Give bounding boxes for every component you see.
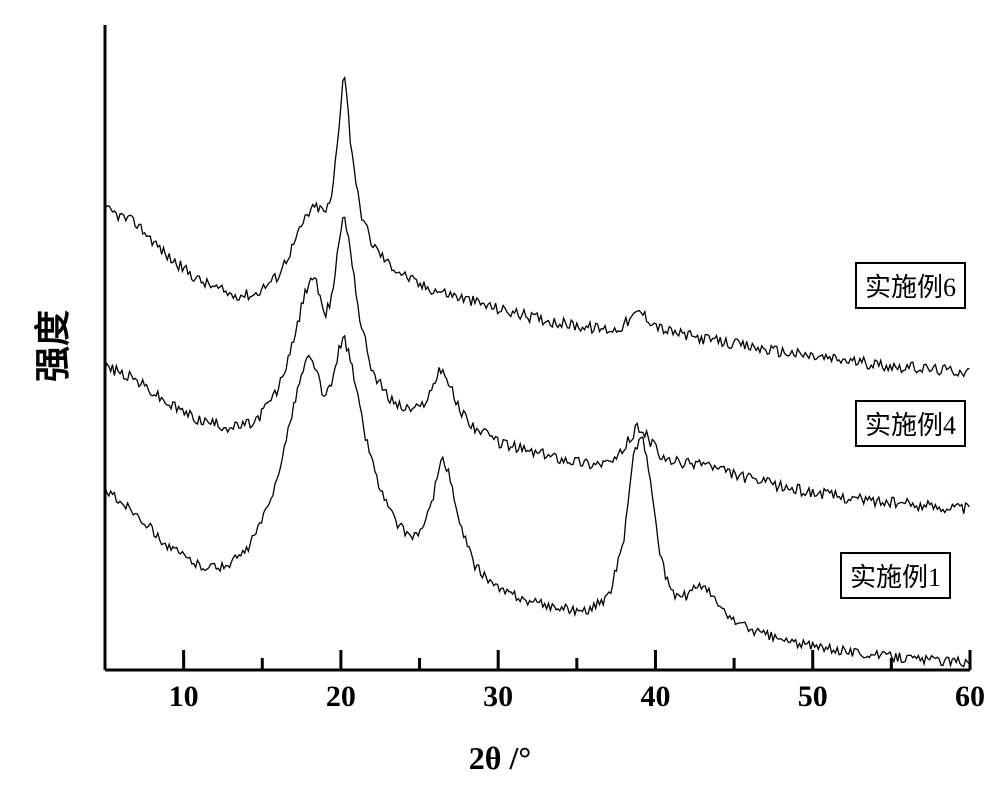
trace-实施例1	[105, 336, 969, 667]
x-tick-label: 10	[154, 680, 214, 714]
x-tick-label: 50	[783, 680, 843, 714]
x-tick-label: 30	[468, 680, 528, 714]
x-tick-label: 60	[940, 680, 1000, 714]
y-axis-label: 强度	[24, 306, 76, 386]
xrd-chart: 强度 2θ /° 10 20 30 40 50 60 实施例6 实施例4 实施例1	[0, 0, 1000, 795]
plot-canvas	[0, 0, 1000, 795]
x-tick-label: 40	[625, 680, 685, 714]
x-axis-label: 2θ /°	[430, 740, 570, 777]
trace-实施例4	[105, 217, 969, 513]
series-label: 实施例6	[855, 262, 966, 309]
x-axis-label-text: 2θ /°	[469, 740, 531, 776]
series-label: 实施例1	[840, 552, 951, 599]
trace-实施例6	[105, 78, 969, 377]
series-label: 实施例4	[855, 400, 966, 447]
x-tick-label: 20	[311, 680, 371, 714]
